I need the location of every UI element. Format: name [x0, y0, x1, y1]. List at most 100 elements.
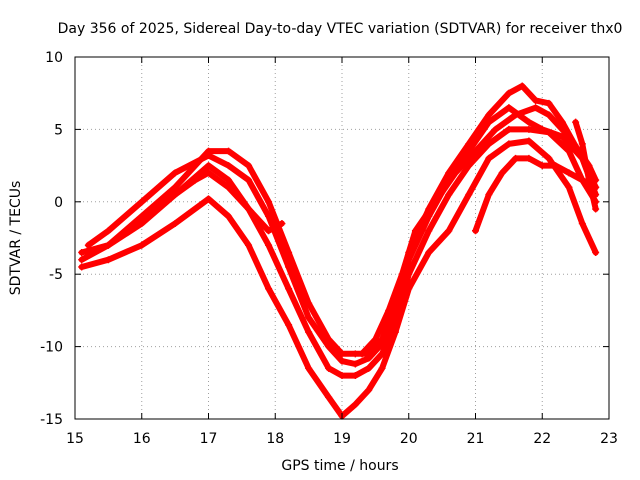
x-tick-label: 16 [133, 431, 151, 447]
data-point [585, 176, 593, 184]
data-point [545, 128, 553, 136]
data-point [425, 248, 433, 256]
plot-series [78, 82, 600, 420]
data-point [151, 205, 159, 213]
data-point [592, 248, 600, 256]
y-tick-label: -5 [49, 267, 63, 283]
data-point [391, 328, 399, 336]
data-point [431, 198, 439, 206]
data-point [84, 241, 92, 249]
data-point [278, 220, 286, 228]
data-point [78, 256, 86, 264]
data-point [104, 227, 112, 235]
data-point [285, 321, 293, 329]
data-point [325, 393, 333, 401]
data-point [512, 154, 520, 162]
y-axis-label: SDTVAR / TECUs [8, 181, 24, 296]
data-point [104, 241, 112, 249]
data-point [592, 205, 600, 213]
chart-title: Day 356 of 2025, Sidereal Day-to-day VTE… [58, 21, 623, 37]
data-point [385, 306, 393, 314]
x-axis-label: GPS time / hours [281, 458, 398, 474]
data-point [78, 263, 86, 271]
data-point [532, 96, 540, 104]
data-point [171, 183, 179, 191]
data-point [325, 343, 333, 351]
data-point [265, 212, 273, 220]
data-point [525, 154, 533, 162]
data-point [265, 227, 273, 235]
data-point [465, 147, 473, 155]
series-trace [152, 169, 285, 234]
data-point [365, 386, 373, 394]
data-point [512, 111, 520, 119]
data-point [245, 241, 253, 249]
y-tick-label: 10 [45, 50, 63, 66]
data-point [578, 176, 586, 184]
data-point [465, 162, 473, 170]
data-point [305, 299, 313, 307]
data-point [565, 183, 573, 191]
data-point [545, 111, 553, 119]
series-trace [78, 83, 599, 357]
x-tick-label: 21 [467, 431, 485, 447]
data-point [171, 169, 179, 177]
data-point [578, 140, 586, 148]
data-point [518, 82, 526, 90]
data-point [371, 335, 379, 343]
y-tick-label: -15 [40, 412, 63, 428]
data-point [285, 263, 293, 271]
data-point [552, 162, 560, 170]
x-tick-label: 20 [400, 431, 418, 447]
data-point [505, 125, 513, 133]
data-point [558, 133, 566, 141]
x-tick-label: 22 [533, 431, 551, 447]
data-point [305, 314, 313, 322]
series-trace [78, 126, 599, 379]
data-point [525, 137, 533, 145]
data-point [485, 111, 493, 119]
series-track-8 [572, 118, 600, 213]
data-point [505, 140, 513, 148]
data-point [505, 104, 513, 112]
data-point [451, 169, 459, 177]
data-point [572, 118, 580, 126]
data-point [525, 125, 533, 133]
data-point [472, 227, 479, 235]
data-point [351, 401, 359, 409]
data-point [578, 220, 586, 228]
data-point [225, 212, 233, 220]
data-point [171, 220, 179, 228]
data-point [365, 364, 373, 372]
data-point [205, 169, 212, 177]
data-point [285, 285, 293, 293]
x-tick-label: 23 [600, 431, 618, 447]
data-point [265, 241, 273, 249]
x-tick-label: 19 [333, 431, 351, 447]
data-point [245, 205, 253, 213]
x-tick-label: 18 [266, 431, 284, 447]
x-tick-label: 17 [200, 431, 218, 447]
data-point [558, 118, 566, 126]
data-point [138, 198, 146, 206]
data-point [405, 270, 413, 278]
data-point [485, 154, 493, 162]
data-point [225, 176, 233, 184]
data-point [505, 89, 513, 97]
data-point [305, 328, 313, 336]
axis-ticks: 15 16 17 18 19 20 21 22 23 -15 -10 -5 0 5 10 [40, 50, 618, 447]
data-point [498, 169, 506, 177]
data-point [485, 191, 493, 199]
data-point [205, 162, 212, 170]
data-point [592, 176, 600, 184]
data-point [104, 256, 112, 264]
data-point [365, 354, 373, 362]
data-point [351, 350, 359, 358]
data-point [338, 357, 346, 365]
data-point [265, 285, 273, 293]
data-point [138, 212, 146, 220]
data-point [351, 360, 359, 368]
data-point [425, 227, 433, 235]
data-point [411, 227, 419, 235]
